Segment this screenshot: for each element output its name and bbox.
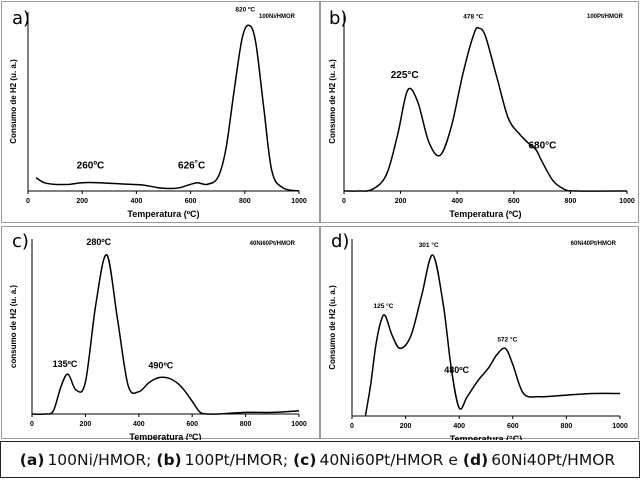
- panel-label-b: b): [329, 8, 348, 29]
- caption-a-text: 100Ni/HMOR;: [47, 450, 152, 469]
- caption-a-label: (a): [19, 450, 45, 469]
- y-axis-label: Consumo de H2 (u. a.): [9, 59, 18, 144]
- peak-annotation: 225°C: [391, 70, 419, 81]
- x-tick-label: 400: [451, 198, 463, 205]
- peak-annotation: 820 ºC: [235, 6, 255, 13]
- y-axis-label: Consumo de H2 (u. a.): [328, 59, 337, 144]
- peak-annotation: 680°C: [528, 140, 556, 151]
- x-tick-label: 1000: [612, 423, 628, 430]
- peak-annotation: 125 °C: [374, 302, 394, 310]
- x-tick-label: 600: [507, 423, 519, 430]
- chart-d: 0 200 400 600 800 1000 Temperatura (°C) Consumo…: [328, 239, 628, 440]
- x-axis-label: Temperatura (°C): [450, 434, 522, 440]
- peak-annotation: 480ºC: [444, 365, 469, 375]
- x-tick-label: 800: [565, 198, 577, 205]
- panel-c: 0 200 400 600 800 1000 Temperatura (ºC) consumo…: [1, 226, 320, 440]
- y-axis-label: consumo de H2 (u. a.): [9, 285, 18, 368]
- x-axis-label: Temperatura (ºC): [129, 432, 201, 440]
- caption-b-text: 100Pt/HMOR;: [184, 450, 289, 469]
- panel-label-d: d): [331, 231, 350, 252]
- x-tick-label: 600: [185, 198, 197, 205]
- sample-name: 100Ni/HMOR: [259, 14, 296, 20]
- panel-label-c: c): [12, 231, 29, 252]
- x-tick-label: 1000: [291, 198, 307, 205]
- tpr-series-line: [343, 26, 628, 192]
- peak-annotation: 280ºC: [86, 237, 111, 247]
- x-tick-label: 0: [26, 198, 30, 205]
- panel-a: 0 200 400 600 800 1000 Temperatura (ºC) Consumo…: [1, 1, 320, 223]
- y-axis-label: Consumo de H2 (u. a.): [328, 285, 337, 370]
- peak-annotation: 626˚C: [178, 160, 205, 172]
- caption-d-text: 60Ni40Pt/HMOR: [491, 450, 616, 469]
- panel-label-a: a): [12, 8, 31, 29]
- tpr-series-line: [31, 254, 300, 415]
- peak-annotation: 572 °C: [497, 335, 517, 343]
- chart-c: 0 200 400 600 800 1000 Temperatura (ºC) consumo…: [9, 237, 307, 440]
- x-tick-label: 600: [186, 421, 198, 428]
- chart-b: 0 200 400 600 800 1000 Temperatura (ºC) Consumo…: [328, 12, 635, 219]
- peak-annotation: 490ºC: [148, 360, 173, 370]
- x-tick-label: 800: [239, 198, 251, 205]
- caption-b-label: (b): [156, 450, 182, 469]
- panel-d: 0 200 400 600 800 1000 Temperatura (°C) Consumo…: [320, 226, 639, 440]
- figure-caption: (a) 100Ni/HMOR; (b) 100Pt/HMOR; (c) 40Ni60P…: [0, 441, 640, 478]
- caption-d-label: (d): [462, 450, 489, 469]
- tpr-series-line: [35, 24, 300, 192]
- x-tick-label: 0: [30, 421, 34, 428]
- x-tick-label: 400: [453, 423, 465, 430]
- x-tick-label: 800: [561, 423, 573, 430]
- chart-a: 0 200 400 600 800 1000 Temperatura (ºC) Consumo…: [9, 6, 307, 219]
- x-axis-label: Temperatura (ºC): [127, 209, 199, 219]
- sample-name: 100Pt/HMOR: [587, 14, 624, 20]
- x-tick-label: 600: [508, 198, 520, 205]
- peak-annotation: 301 °C: [419, 241, 439, 249]
- sample-name: 60Ni40Pt/HMOR: [571, 241, 617, 247]
- caption-c-text: 40Ni60Pt/HMOR e: [319, 450, 458, 469]
- panel-b: 0 200 400 600 800 1000 Temperatura (ºC) Consumo…: [320, 1, 639, 223]
- x-tick-label: 1000: [619, 198, 635, 205]
- x-tick-label: 1000: [291, 421, 307, 428]
- x-tick-label: 200: [80, 421, 92, 428]
- x-tick-label: 200: [395, 198, 407, 205]
- sample-name: 40Ni60Pt/HMOR: [250, 241, 296, 247]
- tpr-series-line: [364, 254, 621, 417]
- x-tick-label: 0: [342, 198, 346, 205]
- x-tick-label: 200: [400, 423, 412, 430]
- peak-annotation: 478 °C: [463, 12, 483, 20]
- x-tick-label: 400: [133, 421, 145, 428]
- x-tick-label: 0: [350, 423, 354, 430]
- peak-annotation: 135ºC: [53, 359, 78, 369]
- x-tick-label: 200: [76, 198, 88, 205]
- x-tick-label: 800: [240, 421, 252, 428]
- x-axis-label: Temperatura (ºC): [449, 209, 521, 219]
- x-tick-label: 400: [131, 198, 143, 205]
- caption-c-label: (c): [293, 450, 317, 469]
- peak-annotation: 260ºC: [77, 161, 105, 172]
